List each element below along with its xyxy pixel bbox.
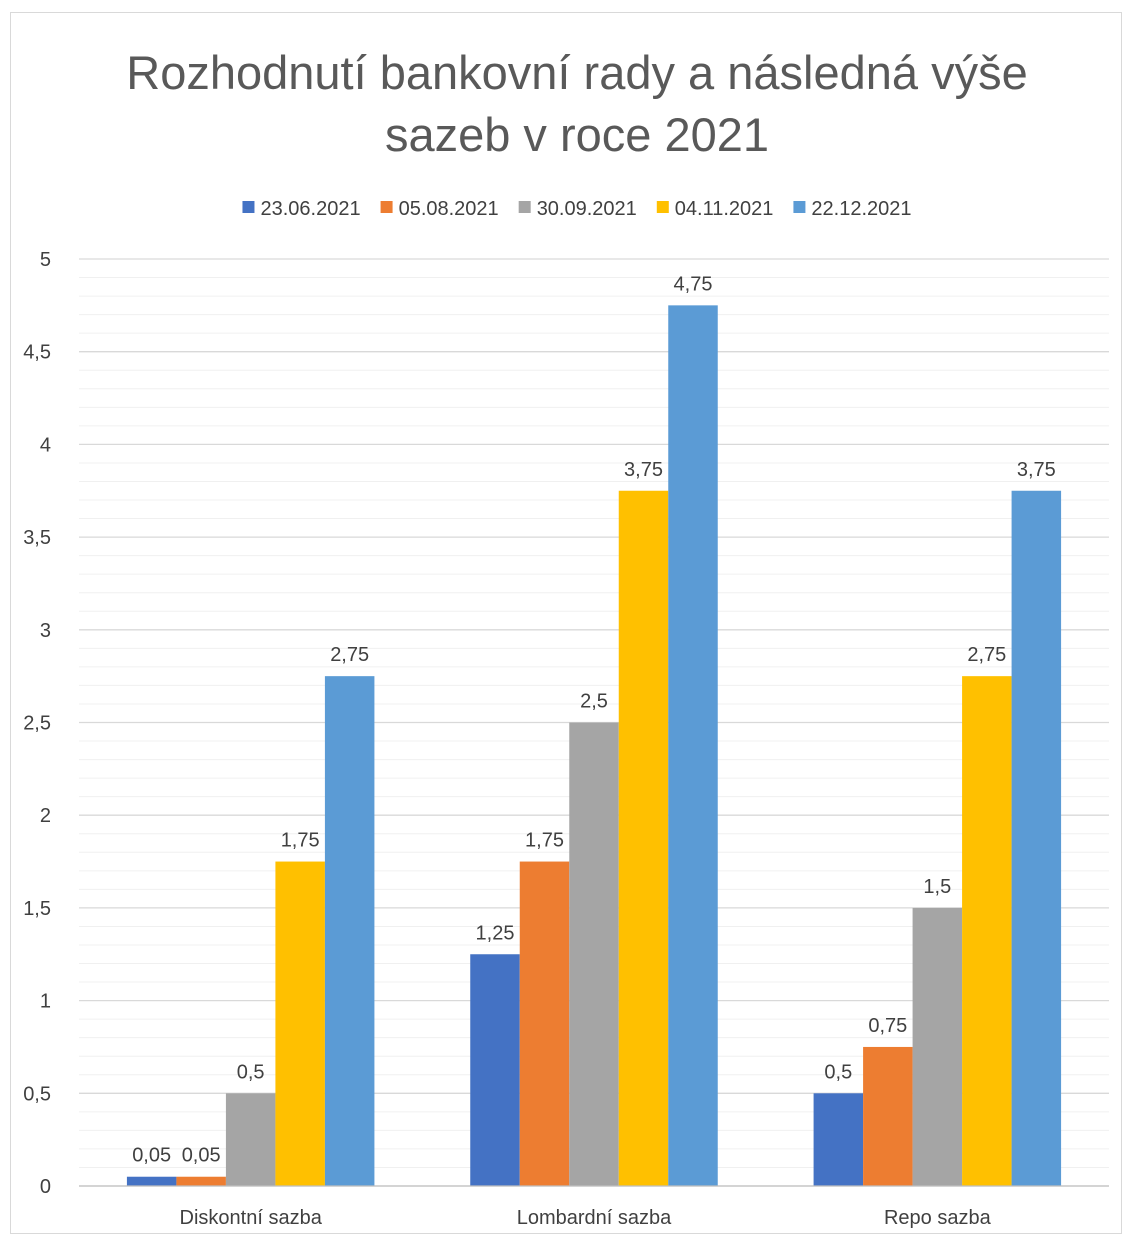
data-label: 2,75 (967, 644, 1006, 666)
legend-swatch (656, 201, 669, 213)
legend-swatch (793, 201, 806, 213)
data-label: 1,25 (476, 922, 515, 944)
bar (470, 954, 520, 1186)
chart-title-line-2: sazeb v roce 2021 (385, 108, 769, 161)
x-category-label: Repo sazba (884, 1207, 992, 1229)
data-label: 2,75 (330, 644, 369, 666)
bar (618, 490, 669, 1186)
y-tick-label: 0 (40, 1176, 51, 1198)
data-label: 3,75 (1017, 459, 1056, 481)
legend-swatch (242, 201, 255, 213)
data-label: 0,75 (868, 1015, 907, 1037)
y-tick-label: 1 (40, 991, 51, 1013)
legend-swatch (518, 201, 531, 213)
y-tick-label: 2,5 (23, 713, 51, 735)
data-labels: 0,05 0,05 0,5 1,75 2,75 1,25 1,75 2,5 3,75 4,75 0,… (132, 273, 1056, 1166)
data-label: 1,75 (281, 830, 320, 852)
data-label: 0,5 (824, 1061, 852, 1083)
data-label: 3,75 (624, 459, 663, 481)
bar (225, 1093, 276, 1186)
bar (668, 305, 718, 1187)
bar (176, 1176, 226, 1186)
y-tick-label: 5 (40, 249, 51, 271)
data-label: 0,5 (237, 1061, 265, 1083)
data-label: 0,05 (182, 1145, 221, 1167)
data-label: 0,05 (132, 1145, 171, 1167)
data-label: 1,75 (525, 830, 564, 852)
bar (962, 676, 1012, 1186)
x-category-label: Diskontní sazba (180, 1207, 323, 1229)
data-label: 4,75 (674, 273, 713, 295)
chart-title-line-1: Rozhodnutí bankovní rady a následná výše (126, 46, 1027, 99)
y-tick-label: 4,5 (23, 342, 51, 364)
y-tick-label: 3,5 (23, 527, 51, 549)
bar (863, 1046, 913, 1186)
y-axis: 0 0,5 1 1,5 2 2,5 3 3,5 4 4,5 5 (23, 249, 51, 1198)
legend-swatch (380, 201, 393, 213)
x-category-label: Lombardní sazba (517, 1207, 672, 1229)
legend-label: 30.09.2021 (537, 198, 637, 220)
y-tick-label: 1,5 (23, 898, 51, 920)
bar (813, 1093, 864, 1186)
bar (324, 676, 375, 1186)
x-axis: Diskontní sazba Lombardní sazba Repo sazba (79, 1185, 1109, 1229)
bar (519, 861, 570, 1186)
bars (126, 305, 1062, 1187)
y-tick-label: 4 (40, 434, 51, 456)
legend-label: 05.08.2021 (399, 198, 499, 220)
y-tick-label: 2 (40, 805, 51, 827)
bar (912, 907, 963, 1186)
y-tick-label: 3 (40, 620, 51, 642)
y-tick-label: 0,5 (23, 1083, 51, 1105)
data-label: 1,5 (923, 876, 951, 898)
legend-label: 22.12.2021 (811, 198, 911, 220)
bar (275, 861, 325, 1186)
legend-label: 23.06.2021 (260, 198, 360, 220)
legend-label: 04.11.2021 (675, 198, 774, 220)
legend: 23.06.2021 05.08.2021 30.09.2021 04.11.2021… (242, 198, 912, 220)
bar (569, 722, 619, 1186)
bar (126, 1176, 177, 1186)
data-label: 2,5 (580, 691, 608, 713)
chart-svg: Rozhodnutí bankovní rady a následná výše… (23, 46, 1109, 1229)
chart-container: Rozhodnutí bankovní rady a následná výše… (10, 12, 1122, 1234)
bar (1011, 490, 1062, 1186)
